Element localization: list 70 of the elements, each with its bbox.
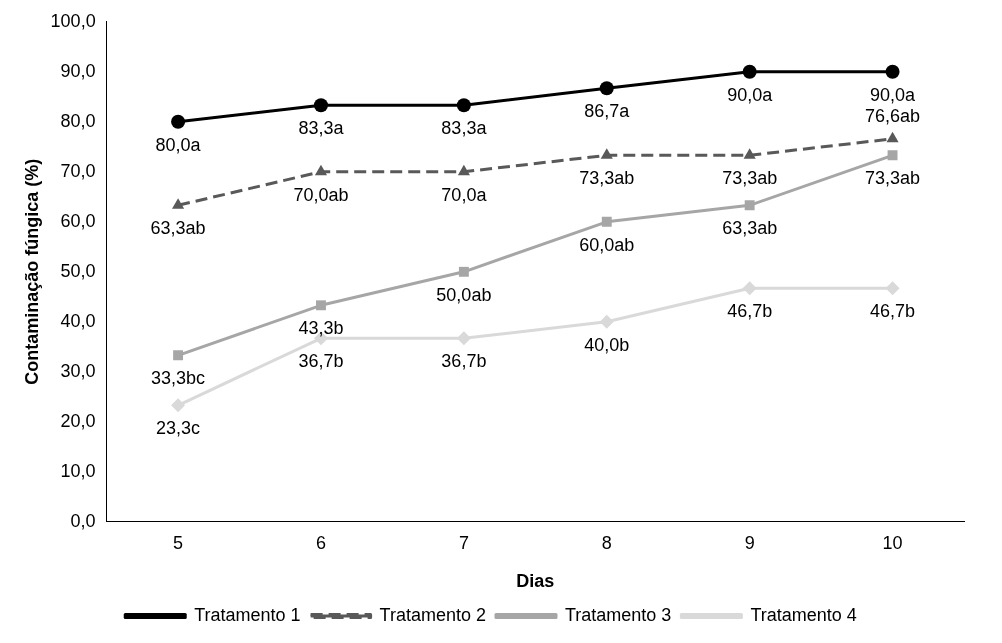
point: [313, 98, 328, 113]
point: [456, 98, 471, 113]
y-tick-label: 80,0: [60, 110, 96, 131]
point: [171, 114, 186, 129]
point: [743, 148, 756, 159]
data-label: 76,6ab: [865, 105, 921, 126]
point: [599, 314, 614, 329]
data-label: 80,0a: [155, 134, 202, 155]
data-label: 73,3ab: [865, 168, 921, 189]
y-tick-label: 20,0: [60, 410, 96, 431]
point: [600, 148, 613, 159]
x-tick-label: 9: [744, 532, 755, 553]
data-label: 46,7b: [870, 301, 916, 322]
data-label: 50,0ab: [436, 284, 492, 305]
data-label: 33,3bc: [151, 368, 206, 389]
legend-label: Tratamento 1: [194, 604, 301, 625]
point: [599, 81, 614, 96]
y-tick-label: 60,0: [60, 210, 96, 231]
y-tick-label: 10,0: [60, 460, 96, 481]
y-tick-label: 30,0: [60, 360, 96, 381]
point: [316, 300, 326, 311]
data-label: 70,0a: [441, 184, 488, 205]
data-label: 90,0a: [727, 84, 774, 105]
y-tick-label: 100,0: [50, 10, 96, 31]
x-tick-label: 6: [315, 532, 326, 553]
y-tick-label: 40,0: [60, 310, 96, 331]
point: [742, 64, 757, 79]
data-label: 90,0a: [870, 84, 917, 105]
data-label: 36,7b: [298, 351, 344, 372]
legend-label: Tratamento 4: [750, 604, 857, 625]
legend-label: Tratamento 2: [379, 604, 487, 625]
point: [885, 281, 900, 296]
data-label: 36,7b: [441, 351, 487, 372]
point: [172, 198, 185, 209]
y-axis-title: Contaminação fúngica (%): [21, 158, 42, 385]
data-label: 46,7b: [727, 301, 773, 322]
x-tick-label: 5: [173, 532, 184, 553]
data-label: 70,0ab: [293, 184, 349, 205]
data-label: 43,3b: [298, 318, 344, 339]
point: [457, 164, 470, 176]
x-tick-label: 8: [601, 532, 612, 553]
x-tick-label: 10: [882, 532, 903, 553]
data-label: 86,7a: [584, 101, 631, 122]
point: [456, 331, 471, 346]
point: [887, 150, 898, 161]
x-axis-title: Dias: [516, 571, 555, 592]
data-label: 23,3c: [156, 418, 201, 439]
point: [173, 350, 184, 361]
point: [171, 398, 186, 413]
x-tick-label: 7: [458, 532, 469, 553]
legend-label: Tratamento 3: [565, 604, 672, 625]
y-tick-label: 70,0: [60, 160, 96, 181]
point: [601, 216, 612, 227]
data-label: 73,3ab: [579, 168, 635, 189]
data-label: 63,3ab: [150, 218, 206, 239]
point: [742, 281, 757, 296]
data-label: 63,3ab: [722, 218, 778, 239]
point: [314, 164, 328, 176]
data-label: 60,0ab: [579, 234, 635, 255]
y-tick-label: 0,0: [70, 510, 96, 531]
data-label: 83,3a: [298, 118, 345, 139]
y-tick-label: 50,0: [60, 260, 96, 281]
data-label: 73,3ab: [722, 168, 778, 189]
data-label: 40,0b: [584, 334, 630, 355]
y-tick-label: 90,0: [60, 60, 96, 81]
point: [458, 266, 469, 277]
point: [885, 64, 900, 79]
point: [744, 200, 755, 211]
data-label: 83,3a: [441, 118, 488, 139]
point: [886, 131, 899, 143]
